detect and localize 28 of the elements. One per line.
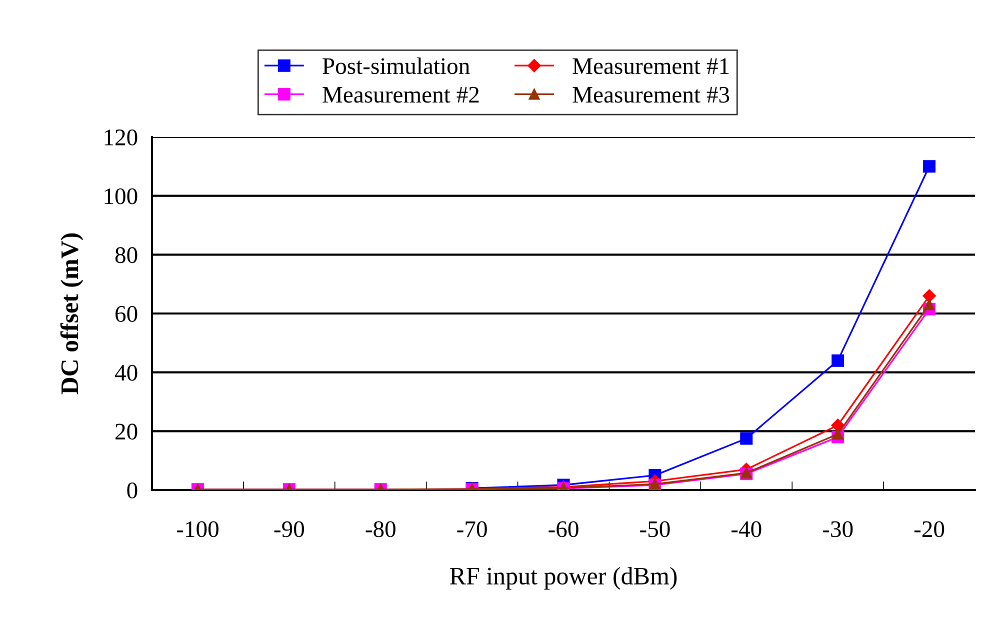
point: [740, 432, 753, 445]
y-tick-label: 120: [104, 129, 138, 146]
x-tick-label: -20: [914, 521, 944, 538]
point: [923, 160, 936, 173]
y-axis-title: DC offset (mV): [60, 233, 84, 394]
y-tick-label: 20: [116, 424, 138, 440]
x-tick-label: -50: [640, 521, 670, 538]
x-tick-label: -100: [176, 521, 218, 538]
x-tick-label: -70: [457, 521, 487, 538]
x-tick-label: -80: [366, 521, 396, 538]
x-axis-title: RF input power (dBm): [450, 566, 677, 590]
legend-label: Post-simulation: [322, 57, 470, 74]
y-tick-label: 100: [104, 188, 138, 204]
point: [922, 289, 936, 302]
y-tick-label: 60: [116, 306, 138, 322]
y-tick-label: 80: [115, 247, 138, 264]
point: [924, 299, 935, 310]
x-tick-label: -90: [274, 521, 304, 538]
point: [832, 428, 844, 440]
x-tick-label: -60: [548, 521, 578, 538]
x-tick-label: -30: [822, 521, 853, 538]
legend-label: Measurement #2: [322, 86, 479, 103]
point: [832, 354, 844, 367]
x-tick-label: -40: [732, 521, 762, 538]
y-tick-label: 40: [114, 364, 138, 381]
legend-label: Measurement #1: [572, 58, 729, 74]
legend-label: Measurement #3: [572, 86, 730, 103]
y-tick-label: 0: [127, 482, 138, 498]
